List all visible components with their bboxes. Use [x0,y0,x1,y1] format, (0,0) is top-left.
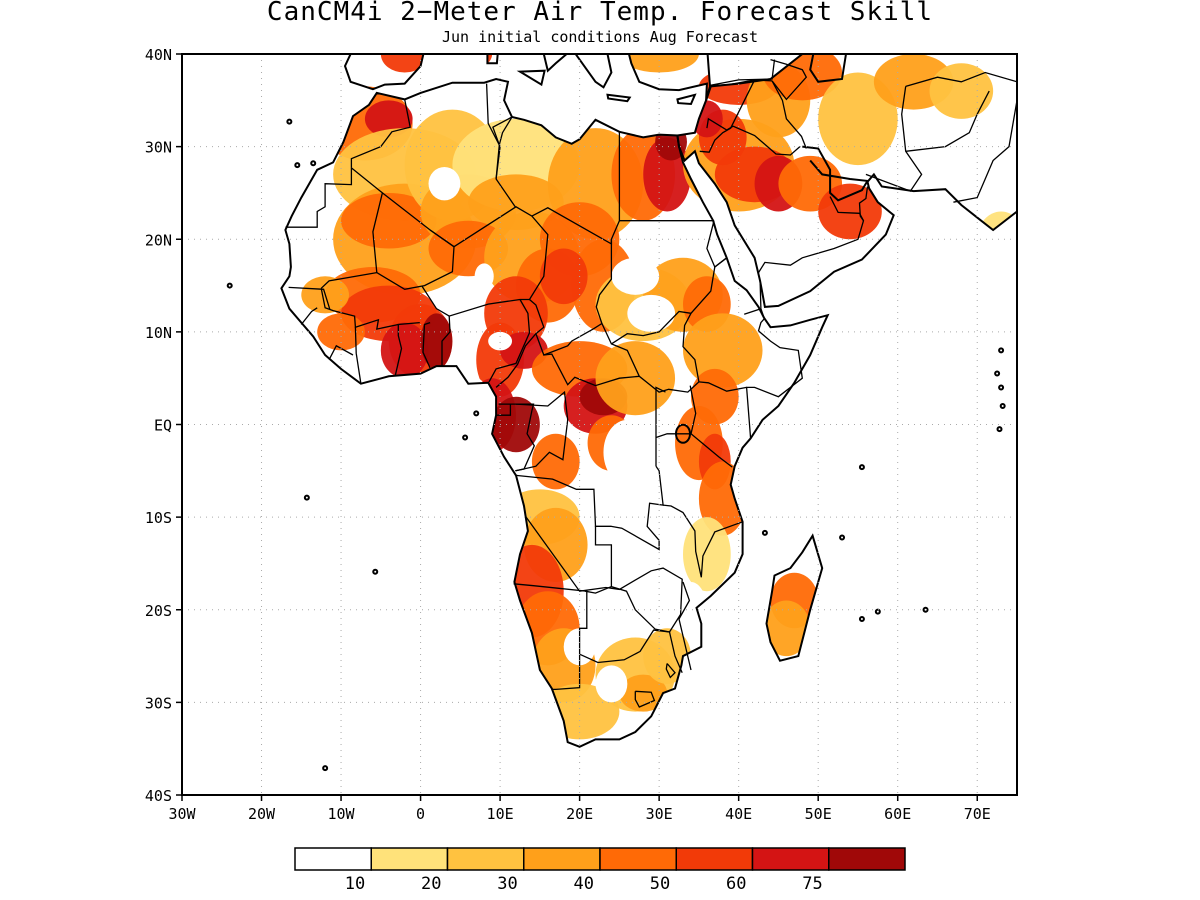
legend-swatch [599,847,677,871]
legend-swatch [370,847,449,871]
x-tick-label: 40E [725,805,752,823]
x-tick-label: 50E [805,805,832,823]
y-tick-label: EQ [154,417,172,435]
legend-label: 40 [574,874,594,894]
x-tick-label: 70E [964,805,991,823]
y-tick-label: 30S [145,694,172,712]
legend-swatch [523,847,601,871]
x-tick-label: 20E [566,805,593,823]
y-tick-label: 40N [145,46,172,64]
legend-swatch [675,847,754,871]
y-tick-label: 20S [145,602,172,620]
x-tick-label: 30W [168,805,196,823]
legend-label: 75 [802,874,822,894]
legend-label: 20 [421,874,441,894]
legend-label: 60 [726,874,746,894]
y-tick-label: 30N [145,139,172,157]
legend-swatch [294,847,372,871]
x-tick-label: 20W [248,805,276,823]
legend-swatch [446,847,525,871]
map-subtitle: Jun initial conditions Aug Forecast [441,28,759,46]
legend-swatch [751,847,830,871]
y-tick-label: 10N [145,324,172,342]
x-tick-label: 10W [328,805,356,823]
legend-label: 10 [345,874,365,894]
x-tick-label: 30E [646,805,673,823]
x-tick-label: 60E [884,805,911,823]
x-tick-label: 0 [416,805,425,823]
country-borders [285,58,1017,708]
y-tick-label: 40S [145,787,172,805]
legend-label: 30 [497,874,517,894]
skill-shading [281,54,1017,747]
y-tick-label: 20N [145,231,172,249]
legend-label: 50 [650,874,670,894]
y-tick-label: 10S [145,509,172,527]
legend-swatch [828,847,906,871]
x-tick-label: 10E [487,805,514,823]
map-title: CanCM4i 2−Meter Air Temp. Forecast Skill [266,0,934,27]
